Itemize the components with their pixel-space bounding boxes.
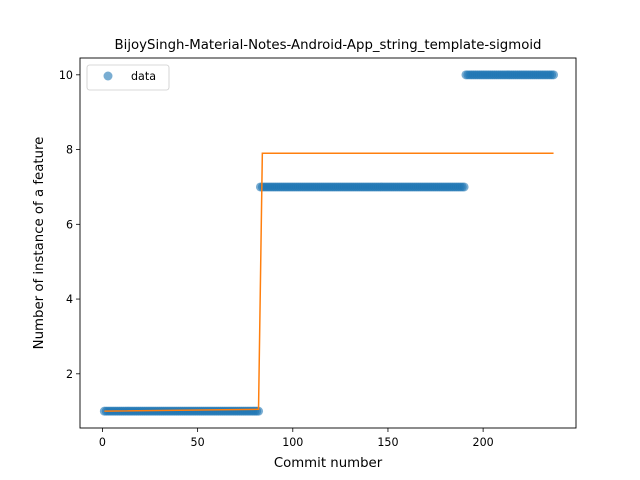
- legend-label-data: data: [131, 70, 156, 83]
- axis-ticks: 0 50 100 150 200 2 4 6 8 10: [59, 69, 494, 449]
- legend: data: [86, 64, 170, 91]
- plot-area: [99, 70, 559, 416]
- chart-title: BijoySingh-Material-Notes-Android-App_st…: [115, 38, 542, 53]
- x-tick-label: 0: [99, 436, 106, 449]
- y-axis-label: Number of instance of a feature: [32, 137, 47, 350]
- fit-line: [104, 152, 554, 412]
- x-tick-label: 50: [191, 436, 205, 449]
- y-tick-label: 2: [66, 368, 73, 381]
- x-tick-label: 100: [282, 436, 303, 449]
- y-tick-label: 8: [66, 144, 73, 157]
- data-point: [549, 70, 559, 80]
- x-axis-label: Commit number: [274, 456, 383, 471]
- legend-box: [86, 64, 170, 91]
- y-tick-label: 4: [66, 293, 73, 306]
- data-point: [459, 182, 469, 192]
- y-tick-label: 6: [66, 218, 73, 231]
- x-tick-label: 150: [377, 436, 398, 449]
- legend-marker-data: [103, 71, 113, 81]
- x-tick-label: 200: [473, 436, 494, 449]
- y-tick-label: 10: [59, 69, 73, 82]
- axes-frame: [79, 57, 577, 429]
